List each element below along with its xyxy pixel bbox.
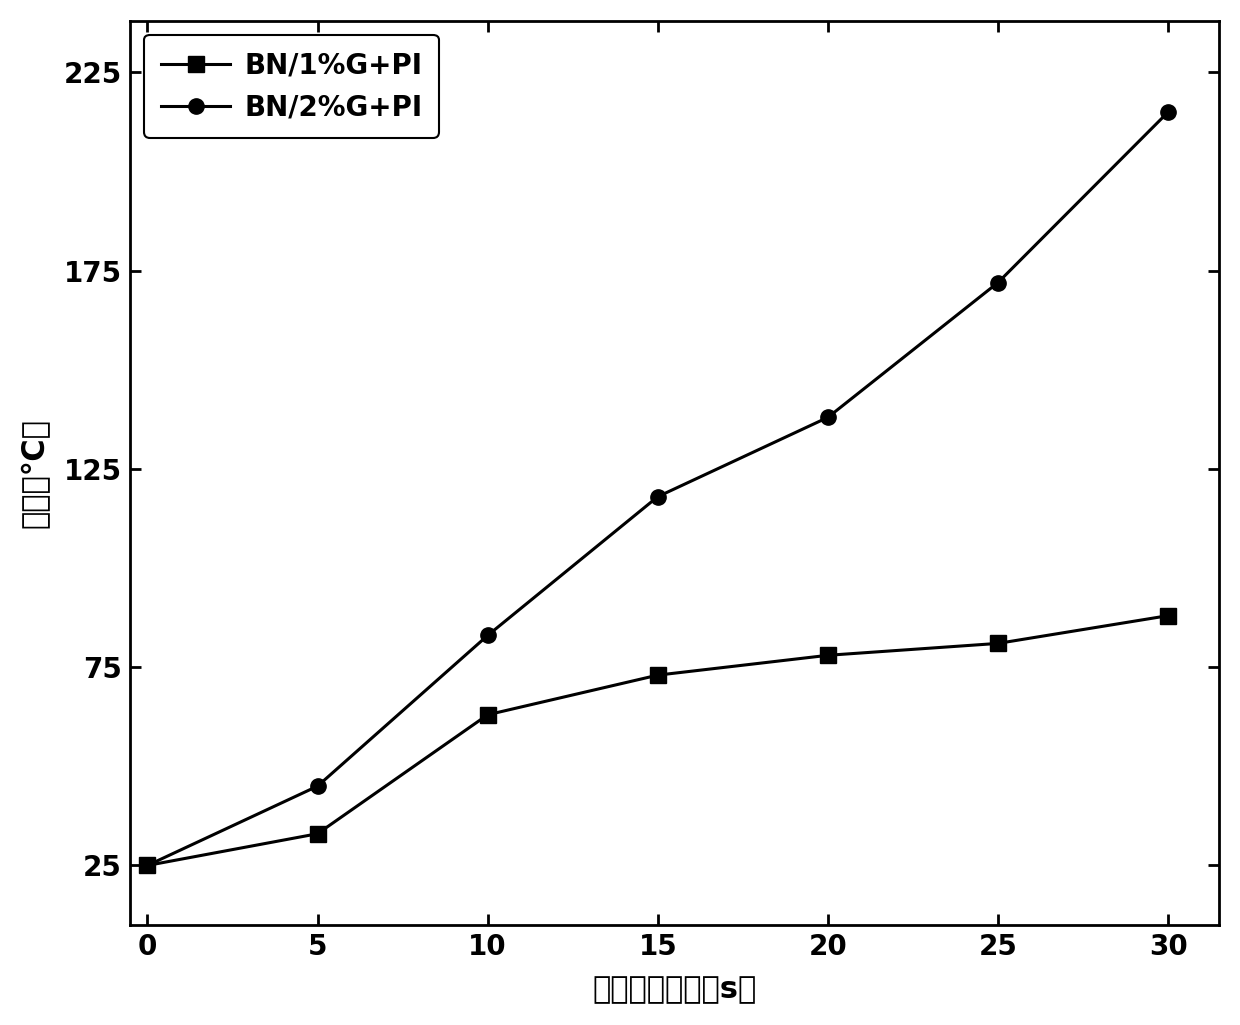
BN/1%G+PI — [650, 669, 665, 682]
BN/2%G+PI — [140, 859, 155, 871]
X-axis label: 微波作用时间（s）: 微波作用时间（s） — [593, 975, 756, 1004]
BN/2%G+PI — [821, 411, 836, 423]
BN/1%G+PI — [1161, 610, 1176, 622]
BN/1%G+PI — [140, 859, 155, 871]
BN/2%G+PI — [480, 629, 495, 642]
BN/1%G+PI — [991, 638, 1006, 650]
BN/2%G+PI — [991, 277, 1006, 289]
Legend: BN/1%G+PI, BN/2%G+PI: BN/1%G+PI, BN/2%G+PI — [144, 35, 439, 138]
BN/1%G+PI — [310, 827, 325, 839]
BN/1%G+PI — [480, 708, 495, 721]
Line: BN/2%G+PI: BN/2%G+PI — [140, 105, 1176, 873]
BN/2%G+PI — [310, 780, 325, 792]
BN/1%G+PI — [821, 649, 836, 661]
BN/2%G+PI — [650, 491, 665, 503]
BN/2%G+PI — [1161, 106, 1176, 118]
Y-axis label: 温度（℃）: 温度（℃） — [21, 418, 50, 528]
Line: BN/1%G+PI: BN/1%G+PI — [140, 608, 1176, 873]
